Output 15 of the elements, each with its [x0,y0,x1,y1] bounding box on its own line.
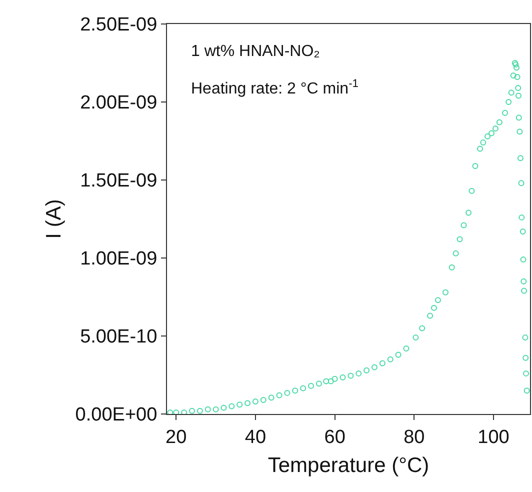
x-tick-label: 100 [478,426,510,448]
annotation: 1 wt% HNAN-NO₂ [191,43,320,60]
annotation: Heating rate: 2 °C min$^{-1}$ [191,78,359,98]
y-tick-label: 5.00E-10 [80,326,158,348]
x-tick-label: 80 [404,426,425,448]
y-tick-label: 2.00E-09 [80,92,158,114]
y-tick-label: 2.50E-09 [80,14,158,36]
x-tick-label: 40 [244,426,266,448]
x-axis-title: Temperature (°C) [268,454,430,477]
y-tick-label: 0.00E+00 [75,404,158,426]
y-tick-label: 1.50E-09 [80,170,158,192]
y-tick-label: 1.00E-09 [80,248,158,270]
x-tick-label: 20 [166,426,187,448]
y-axis-title: I (A) [42,199,66,239]
x-tick-label: 60 [324,426,346,448]
